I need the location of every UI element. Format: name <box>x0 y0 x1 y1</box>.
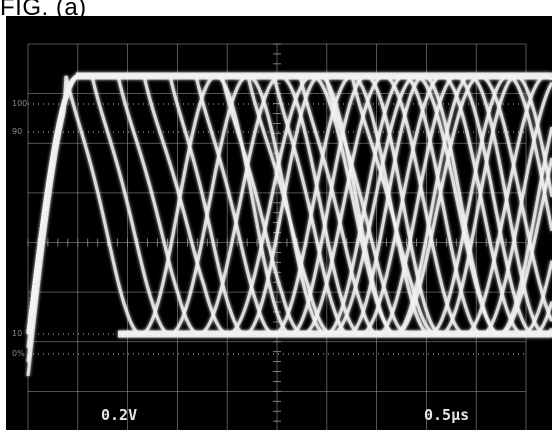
graticule-percent-label: 90 <box>12 127 22 136</box>
time-per-div-readout: 0.5μs <box>424 406 470 424</box>
graticule-percent-marks: 100 90 10 0% <box>12 99 27 358</box>
oscilloscope-screen: 100 90 10 0% 0.2V 0.5μs <box>6 16 552 430</box>
waveform-trace <box>26 74 552 336</box>
graticule-percent-label: 10 <box>12 329 22 338</box>
graticule-percent-label: 0% <box>12 349 25 358</box>
volts-per-div-readout: 0.2V <box>101 406 138 424</box>
graticule-percent-label: 100 <box>12 99 27 108</box>
oscilloscope-trace-plot: 100 90 10 0% <box>12 43 552 430</box>
waveform-traces <box>26 72 552 377</box>
figure-label: FIG. (a) <box>0 0 87 21</box>
